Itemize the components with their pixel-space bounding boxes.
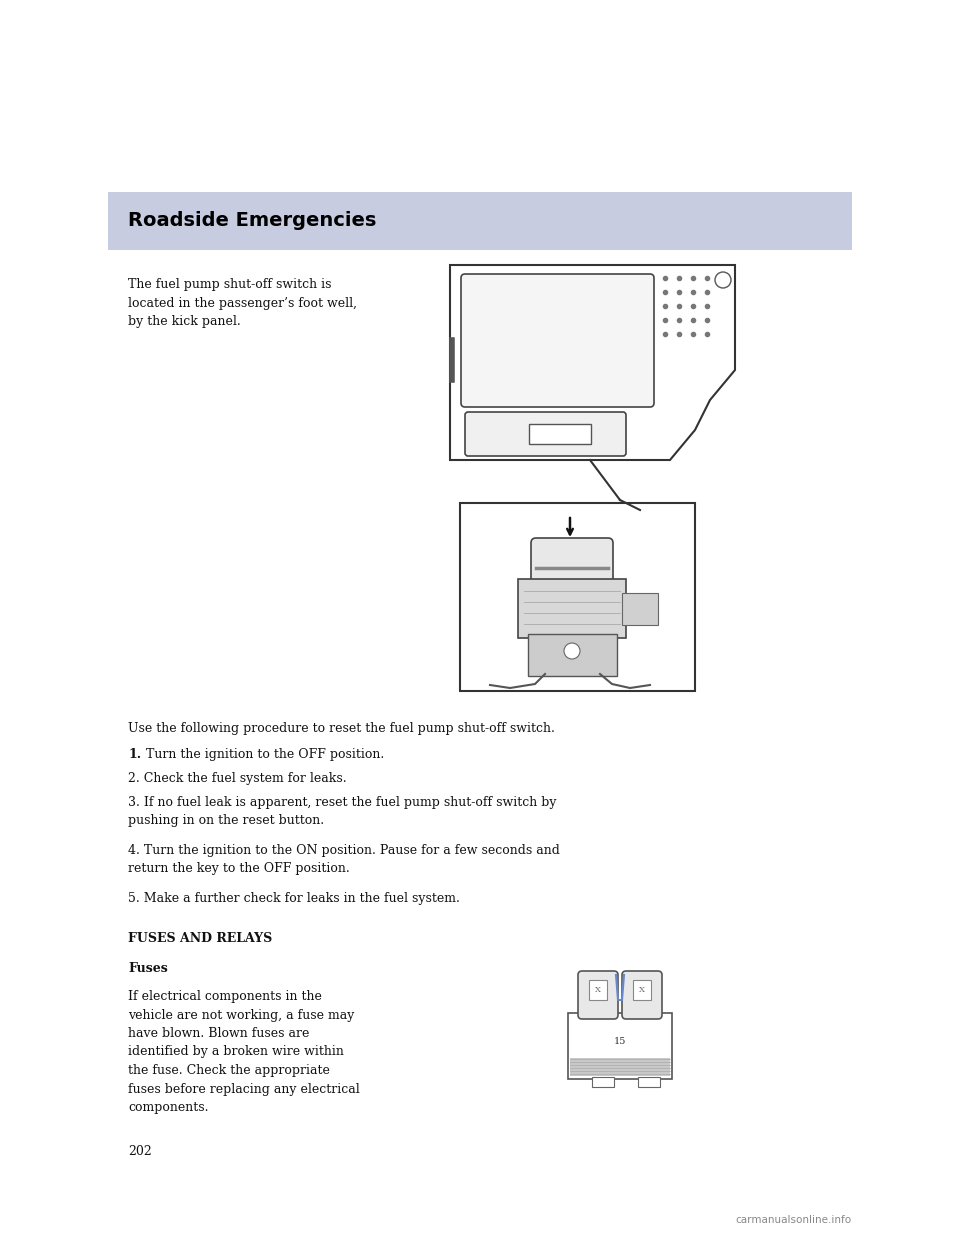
Bar (638, 1077, 660, 1087)
FancyBboxPatch shape (465, 412, 626, 456)
Bar (460, 503, 695, 691)
Bar (592, 1077, 614, 1087)
FancyBboxPatch shape (622, 592, 658, 625)
Bar (570, 1058, 670, 1076)
Text: 5. Make a further check for leaks in the fuel system.: 5. Make a further check for leaks in the… (128, 892, 460, 905)
PathPatch shape (450, 265, 735, 460)
FancyBboxPatch shape (633, 980, 651, 1000)
Text: Use the following procedure to reset the fuel pump shut-off switch.: Use the following procedure to reset the… (128, 722, 555, 735)
FancyBboxPatch shape (578, 971, 618, 1018)
Text: 202: 202 (128, 1145, 152, 1158)
Text: If electrical components in the
vehicle are not working, a fuse may
have blown. : If electrical components in the vehicle … (128, 990, 360, 1114)
Circle shape (564, 643, 580, 660)
Text: 15: 15 (613, 1037, 626, 1047)
FancyBboxPatch shape (589, 980, 607, 1000)
Text: Turn the ignition to the OFF position.: Turn the ignition to the OFF position. (146, 748, 384, 761)
Text: 2. Check the fuel system for leaks.: 2. Check the fuel system for leaks. (128, 773, 347, 785)
Text: 4. Turn the ignition to the ON position. Pause for a few seconds and
return the : 4. Turn the ignition to the ON position.… (128, 845, 560, 876)
FancyBboxPatch shape (518, 579, 626, 638)
Text: X: X (595, 986, 601, 994)
Text: carmanualsonline.info: carmanualsonline.info (736, 1215, 852, 1225)
FancyBboxPatch shape (528, 633, 617, 676)
FancyBboxPatch shape (529, 424, 591, 443)
Text: The fuel pump shut-off switch is
located in the passenger’s foot well,
by the ki: The fuel pump shut-off switch is located… (128, 278, 357, 328)
Text: 3. If no fuel leak is apparent, reset the fuel pump shut-off switch by
pushing i: 3. If no fuel leak is apparent, reset th… (128, 796, 557, 827)
Bar (108, 193, 852, 250)
Text: Fuses: Fuses (128, 963, 168, 975)
FancyBboxPatch shape (461, 274, 654, 407)
Circle shape (715, 272, 731, 288)
FancyBboxPatch shape (622, 971, 662, 1018)
Text: 1.: 1. (128, 748, 141, 761)
FancyBboxPatch shape (568, 1013, 672, 1079)
FancyBboxPatch shape (531, 538, 613, 586)
Text: X: X (639, 986, 645, 994)
Text: Roadside Emergencies: Roadside Emergencies (128, 211, 376, 231)
Text: FUSES AND RELAYS: FUSES AND RELAYS (128, 932, 273, 945)
